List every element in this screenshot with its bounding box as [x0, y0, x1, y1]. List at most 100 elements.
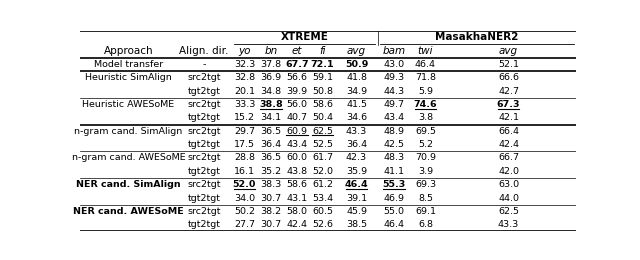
Text: 66.4: 66.4 [498, 127, 519, 136]
Text: 46.4: 46.4 [415, 60, 436, 69]
Text: 32.3: 32.3 [234, 60, 255, 69]
Text: 16.1: 16.1 [234, 167, 255, 176]
Text: 69.3: 69.3 [415, 180, 436, 189]
Text: 50.4: 50.4 [312, 113, 333, 122]
Text: -: - [202, 60, 205, 69]
Text: 46.9: 46.9 [383, 193, 404, 203]
Text: 28.8: 28.8 [234, 153, 255, 162]
Text: 56.0: 56.0 [287, 100, 308, 109]
Text: 62.5: 62.5 [312, 127, 333, 136]
Text: twi: twi [418, 46, 433, 56]
Text: tgt2tgt: tgt2tgt [188, 193, 221, 203]
Text: 17.5: 17.5 [234, 140, 255, 149]
Text: 62.5: 62.5 [498, 207, 519, 216]
Text: 46.4: 46.4 [345, 180, 369, 189]
Text: 50.9: 50.9 [345, 60, 368, 69]
Text: 58.0: 58.0 [287, 207, 308, 216]
Text: 30.7: 30.7 [260, 220, 282, 229]
Text: 61.2: 61.2 [312, 180, 333, 189]
Text: tgt2tgt: tgt2tgt [188, 167, 221, 176]
Text: 59.1: 59.1 [312, 73, 333, 82]
Text: 58.6: 58.6 [287, 180, 308, 189]
Text: 38.3: 38.3 [260, 180, 282, 189]
Text: 52.6: 52.6 [312, 220, 333, 229]
Text: tgt2tgt: tgt2tgt [188, 140, 221, 149]
Text: 67.7: 67.7 [285, 60, 309, 69]
Text: 3.8: 3.8 [418, 113, 433, 122]
Text: src2tgt: src2tgt [188, 207, 221, 216]
Text: 42.5: 42.5 [383, 140, 404, 149]
Text: 49.7: 49.7 [383, 100, 404, 109]
Text: 39.1: 39.1 [346, 193, 367, 203]
Text: 44.3: 44.3 [383, 87, 404, 96]
Text: 66.6: 66.6 [498, 73, 519, 82]
Text: 43.3: 43.3 [498, 220, 519, 229]
Text: 52.0: 52.0 [312, 167, 333, 176]
Text: 5.9: 5.9 [418, 87, 433, 96]
Text: src2tgt: src2tgt [188, 153, 221, 162]
Text: 32.8: 32.8 [234, 73, 255, 82]
Text: 36.5: 36.5 [260, 153, 282, 162]
Text: 6.8: 6.8 [418, 220, 433, 229]
Text: Approach: Approach [104, 46, 153, 56]
Text: 67.3: 67.3 [497, 100, 520, 109]
Text: 49.3: 49.3 [383, 73, 404, 82]
Text: 52.1: 52.1 [498, 60, 519, 69]
Text: 33.3: 33.3 [234, 100, 255, 109]
Text: 44.0: 44.0 [498, 193, 519, 203]
Text: 27.7: 27.7 [234, 220, 255, 229]
Text: 41.8: 41.8 [346, 73, 367, 82]
Text: 34.9: 34.9 [346, 87, 367, 96]
Text: src2tgt: src2tgt [188, 180, 221, 189]
Text: MasakhaNER2: MasakhaNER2 [435, 32, 518, 42]
Text: 71.8: 71.8 [415, 73, 436, 82]
Text: tgt2tgt: tgt2tgt [188, 220, 221, 229]
Text: 42.3: 42.3 [346, 153, 367, 162]
Text: bn: bn [264, 46, 278, 56]
Text: 42.4: 42.4 [498, 140, 519, 149]
Text: 39.9: 39.9 [287, 87, 308, 96]
Text: et: et [292, 46, 303, 56]
Text: 48.3: 48.3 [383, 153, 404, 162]
Text: 34.0: 34.0 [234, 193, 255, 203]
Text: 38.5: 38.5 [346, 220, 367, 229]
Text: 53.4: 53.4 [312, 193, 333, 203]
Text: 58.6: 58.6 [312, 100, 333, 109]
Text: 43.4: 43.4 [287, 140, 308, 149]
Text: XTREME: XTREME [280, 32, 328, 42]
Text: 3.9: 3.9 [418, 167, 433, 176]
Text: 69.1: 69.1 [415, 207, 436, 216]
Text: 36.9: 36.9 [260, 73, 282, 82]
Text: 46.4: 46.4 [383, 220, 404, 229]
Text: 20.1: 20.1 [234, 87, 255, 96]
Text: 40.7: 40.7 [287, 113, 308, 122]
Text: 42.7: 42.7 [498, 87, 519, 96]
Text: 60.9: 60.9 [287, 127, 308, 136]
Text: 48.9: 48.9 [383, 127, 404, 136]
Text: Heuristic SimAlign: Heuristic SimAlign [85, 73, 172, 82]
Text: 29.7: 29.7 [234, 127, 255, 136]
Text: 15.2: 15.2 [234, 113, 255, 122]
Text: 42.0: 42.0 [498, 167, 519, 176]
Text: Align. dir.: Align. dir. [179, 46, 228, 56]
Text: n-gram cand. SimAlign: n-gram cand. SimAlign [74, 127, 182, 136]
Text: 56.6: 56.6 [287, 73, 308, 82]
Text: 55.0: 55.0 [383, 207, 404, 216]
Text: 38.2: 38.2 [260, 207, 282, 216]
Text: 70.9: 70.9 [415, 153, 436, 162]
Text: 41.5: 41.5 [346, 100, 367, 109]
Text: 37.8: 37.8 [260, 60, 282, 69]
Text: avg: avg [347, 46, 366, 56]
Text: src2tgt: src2tgt [188, 100, 221, 109]
Text: 52.0: 52.0 [233, 180, 256, 189]
Text: 74.6: 74.6 [413, 100, 437, 109]
Text: 52.5: 52.5 [312, 140, 333, 149]
Text: 35.9: 35.9 [346, 167, 367, 176]
Text: 50.2: 50.2 [234, 207, 255, 216]
Text: src2tgt: src2tgt [188, 127, 221, 136]
Text: 34.8: 34.8 [260, 87, 282, 96]
Text: NER cand. AWESoME: NER cand. AWESoME [73, 207, 184, 216]
Text: 41.1: 41.1 [383, 167, 404, 176]
Text: 55.3: 55.3 [382, 180, 405, 189]
Text: 36.4: 36.4 [346, 140, 367, 149]
